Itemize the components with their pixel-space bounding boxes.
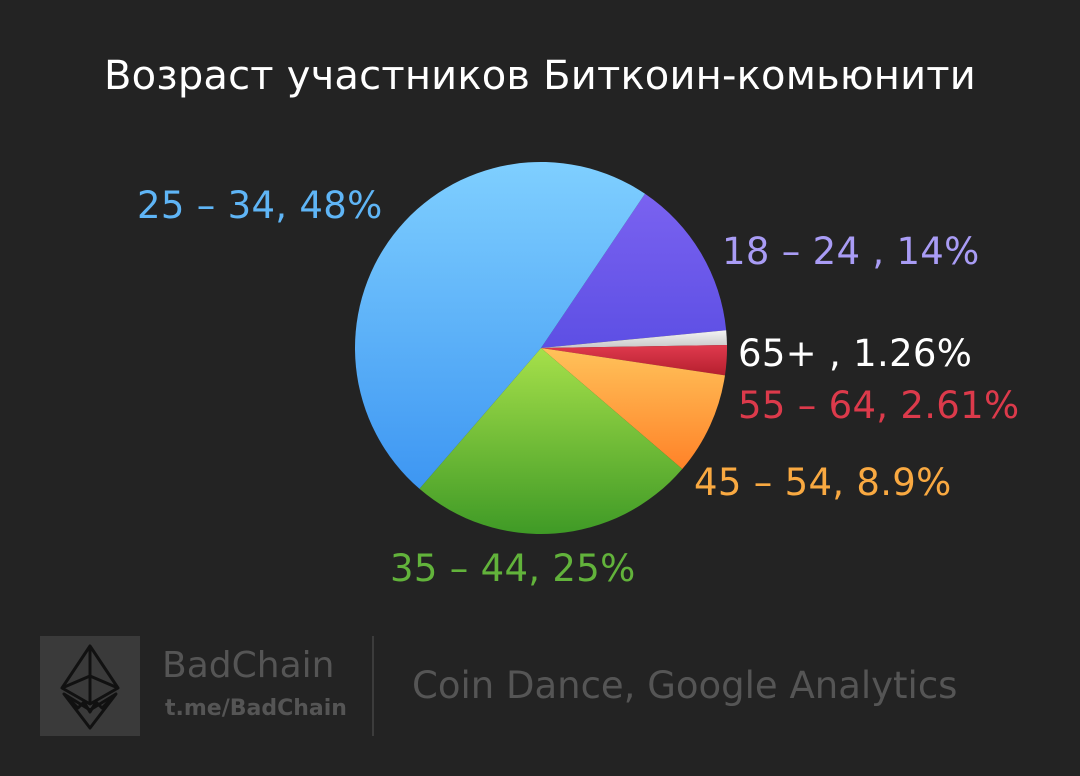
brand-link[interactable]: t.me/BadChain <box>165 696 347 721</box>
chart-title: Возраст участников Биткоин-комьюнити <box>104 53 976 99</box>
slice-35-44 <box>419 348 683 535</box>
slice-label-18-24: 18 – 24 , 14% <box>722 230 980 273</box>
pie-chart <box>354 161 728 535</box>
slice-label-45-54: 45 – 54, 8.9% <box>694 461 952 504</box>
slice-label-25-34: 25 – 34, 48% <box>137 184 383 227</box>
pie-slices <box>354 161 728 535</box>
slice-45-54 <box>541 348 725 470</box>
slice-label-65-plus: 65+ , 1.26% <box>738 332 973 375</box>
slice-18-24 <box>541 193 727 348</box>
ethereum-diamond-icon <box>60 644 120 730</box>
footer-divider <box>372 636 374 736</box>
slice-label-35-44: 35 – 44, 25% <box>390 547 636 590</box>
data-sources: Coin Dance, Google Analytics <box>412 664 958 707</box>
slice-label-55-64: 55 – 64, 2.61% <box>738 384 1020 427</box>
brand-name: BadChain <box>162 645 335 686</box>
slice-25-34 <box>354 161 646 489</box>
slice-55-64 <box>541 344 728 376</box>
slice-65-plus <box>541 330 727 348</box>
brand-logo <box>40 636 140 736</box>
